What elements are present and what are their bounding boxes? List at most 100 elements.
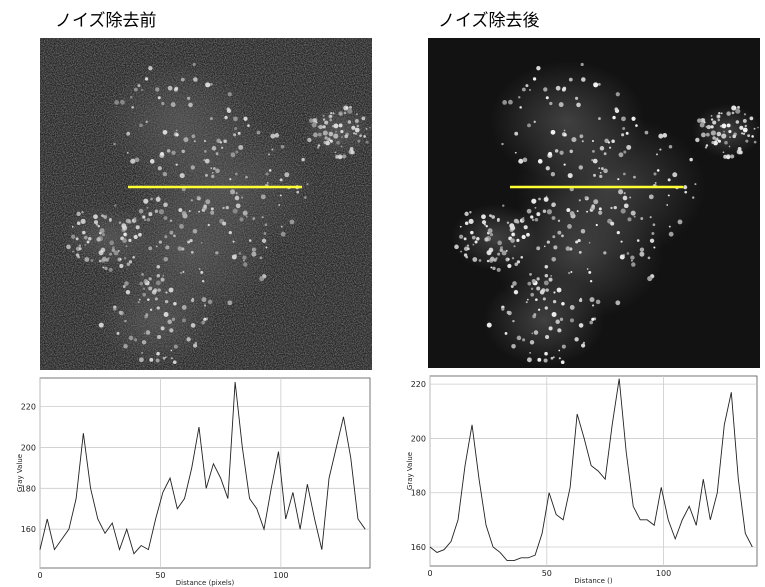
speck bbox=[280, 231, 286, 237]
speck bbox=[322, 125, 326, 129]
speck bbox=[203, 139, 206, 143]
speck bbox=[598, 207, 602, 211]
speck bbox=[137, 84, 141, 88]
speck bbox=[104, 266, 108, 271]
speck bbox=[141, 89, 143, 91]
speck bbox=[164, 235, 168, 239]
speck bbox=[66, 244, 71, 250]
speck bbox=[545, 96, 549, 100]
speck bbox=[625, 131, 629, 135]
speck bbox=[324, 120, 329, 125]
speck bbox=[543, 87, 548, 92]
speck bbox=[234, 195, 240, 201]
speck bbox=[235, 172, 238, 176]
speck bbox=[648, 194, 654, 200]
speck bbox=[111, 248, 116, 253]
speck bbox=[730, 154, 735, 159]
image-title: ノイズ除去前 bbox=[55, 11, 157, 31]
speck bbox=[122, 225, 128, 231]
speck bbox=[133, 87, 138, 92]
cell-glow bbox=[95, 273, 217, 367]
speck bbox=[264, 223, 268, 227]
speck bbox=[160, 326, 165, 331]
speck bbox=[530, 292, 535, 297]
speck bbox=[593, 199, 599, 205]
speck bbox=[134, 157, 140, 163]
speck bbox=[71, 225, 74, 228]
speck bbox=[241, 196, 244, 199]
speck bbox=[261, 238, 267, 243]
plot-area bbox=[429, 375, 758, 567]
speck bbox=[633, 175, 636, 179]
speck bbox=[168, 287, 174, 293]
speck bbox=[595, 299, 601, 305]
speck bbox=[490, 266, 493, 269]
speck bbox=[307, 137, 312, 143]
speck bbox=[155, 245, 158, 248]
speck bbox=[521, 234, 526, 240]
speck bbox=[521, 87, 526, 92]
speck bbox=[472, 243, 475, 246]
speck bbox=[350, 150, 355, 155]
speck bbox=[721, 123, 727, 129]
speck bbox=[514, 262, 519, 266]
speck bbox=[649, 216, 652, 219]
speck bbox=[322, 114, 325, 117]
speck bbox=[160, 277, 165, 282]
speck bbox=[553, 291, 556, 294]
speck bbox=[717, 115, 720, 117]
speck bbox=[526, 232, 530, 237]
speck bbox=[578, 250, 582, 254]
speck bbox=[737, 146, 742, 151]
speck bbox=[607, 141, 611, 144]
speck bbox=[710, 118, 714, 121]
speck bbox=[600, 167, 604, 170]
speck bbox=[735, 120, 740, 124]
speck bbox=[742, 118, 747, 123]
speck bbox=[733, 106, 737, 110]
speck bbox=[301, 157, 305, 162]
speck bbox=[538, 197, 541, 201]
speck bbox=[511, 257, 515, 260]
speck bbox=[531, 198, 537, 204]
speck bbox=[235, 203, 241, 209]
speck bbox=[537, 159, 543, 164]
speck bbox=[149, 159, 155, 164]
speck bbox=[507, 263, 512, 269]
speck bbox=[497, 219, 500, 222]
speck bbox=[134, 338, 138, 342]
cell-glow bbox=[304, 104, 374, 158]
speck bbox=[128, 238, 132, 242]
speck bbox=[511, 344, 516, 349]
speck bbox=[102, 266, 105, 269]
speck bbox=[138, 357, 144, 363]
speck bbox=[107, 257, 110, 260]
speck bbox=[242, 210, 248, 216]
speck bbox=[245, 175, 248, 179]
x-tick-label: 0 bbox=[427, 569, 432, 578]
speck bbox=[712, 136, 716, 140]
y-tick-label: 160 bbox=[411, 543, 426, 552]
speck bbox=[561, 301, 565, 306]
speck bbox=[259, 256, 263, 260]
speck bbox=[636, 239, 640, 242]
speck bbox=[536, 286, 541, 291]
speck bbox=[513, 245, 516, 248]
speck bbox=[109, 252, 113, 256]
speck bbox=[530, 287, 534, 291]
speck bbox=[550, 172, 556, 177]
speck bbox=[622, 127, 626, 131]
speck bbox=[721, 133, 727, 139]
speck bbox=[510, 238, 515, 243]
speck bbox=[280, 225, 283, 228]
speck bbox=[511, 232, 515, 236]
speck bbox=[508, 99, 513, 105]
speck bbox=[188, 102, 193, 108]
speck bbox=[597, 117, 601, 121]
speck bbox=[544, 351, 548, 356]
speck bbox=[502, 204, 505, 207]
speck bbox=[623, 203, 629, 209]
speck bbox=[266, 181, 269, 184]
speck bbox=[555, 85, 561, 91]
speck bbox=[551, 216, 556, 220]
